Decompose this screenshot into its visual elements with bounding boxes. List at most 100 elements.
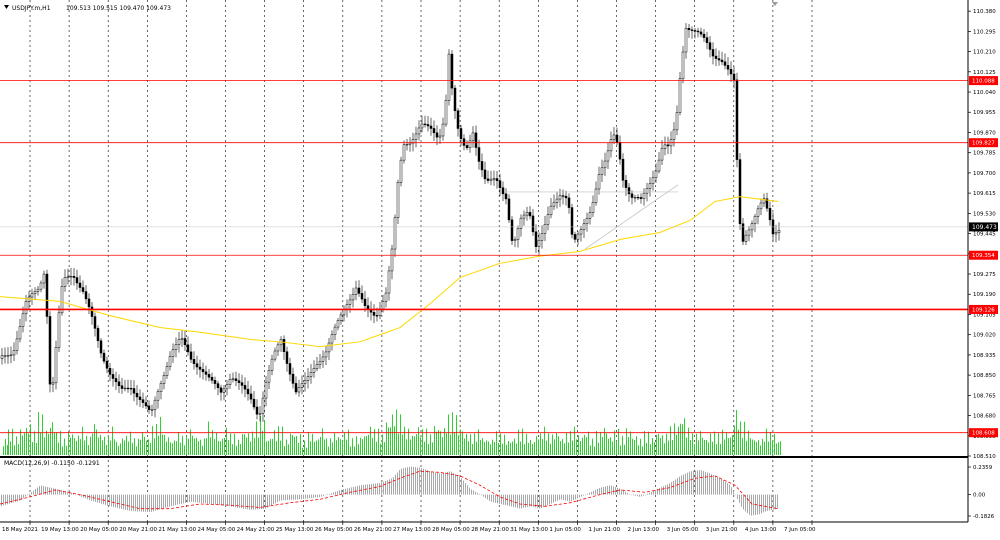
candle-body [291, 373, 295, 384]
macd-hist-bar [205, 494, 206, 504]
volume-bar [688, 427, 689, 455]
macd-hist-bar [513, 494, 514, 508]
macd-hist-bar [627, 492, 628, 495]
macd-hist-bar [707, 472, 708, 495]
volume-bar [656, 434, 657, 455]
macd-hist-bar [207, 494, 208, 504]
candle-body [306, 376, 310, 381]
volume-bar [510, 442, 511, 455]
macd-hist-bar [621, 489, 622, 495]
macd-hist-bar [769, 494, 770, 511]
candle-body [570, 207, 574, 235]
macd-hist-bar [251, 494, 252, 510]
macd-hist-bar [753, 494, 754, 516]
price-tick-label: 109.445 [973, 232, 996, 238]
volume-bar [118, 445, 119, 455]
price-tick-label: 109.955 [973, 110, 996, 116]
ohlc-label: 109.513 109.515 109.470 109.473 [66, 5, 171, 12]
macd-hist-bar [659, 488, 660, 495]
volume-bar [14, 445, 15, 455]
candle-body [471, 132, 475, 142]
candle-body [180, 338, 184, 340]
macd-hist-bar [355, 486, 356, 495]
macd-hist-bar [623, 490, 624, 495]
macd-hist-bar [189, 494, 190, 502]
chart-menu-triangle-icon[interactable] [4, 5, 9, 9]
macd-hist-bar [211, 494, 212, 505]
macd-hist-bar [533, 494, 534, 508]
macd-hist-bar [473, 490, 474, 495]
volume-bar [610, 437, 611, 455]
macd-hist-bar [29, 493, 30, 495]
macd-hist-bar [125, 494, 126, 510]
volume-bar [148, 439, 149, 455]
volume-bar [224, 437, 225, 455]
macd-hist-bar [671, 482, 672, 495]
macd-hist-bar [235, 494, 236, 508]
macd-hist-bar [5, 494, 6, 505]
volume-bar [280, 440, 281, 455]
volume-bar [744, 421, 745, 455]
macd-hist-bar [501, 494, 502, 505]
volume-bar [358, 444, 359, 455]
volume-bar [248, 433, 249, 455]
candle-body [51, 382, 55, 385]
price-tick-label: 109.530 [973, 211, 996, 217]
macd-hist-bar [391, 478, 392, 495]
macd-hist-bar [201, 494, 202, 503]
volume-bar [426, 428, 427, 455]
macd-hist-bar [337, 490, 338, 495]
macd-hist-bar [241, 494, 242, 509]
volume-bar [374, 429, 375, 455]
price-tick-label: 110.295 [973, 29, 996, 35]
volume-bar [164, 434, 165, 455]
candle-body [543, 224, 547, 234]
volume-bar [132, 442, 133, 455]
volume-bar [220, 441, 221, 455]
macd-hist-bar [285, 494, 286, 501]
volume-bar [436, 431, 437, 455]
volume-bar [186, 436, 187, 455]
volume-bar [16, 436, 17, 455]
macd-hist-bar [699, 470, 700, 495]
macd-hist-bar [563, 494, 564, 501]
candle-body [330, 334, 334, 344]
chart-shift-marker-icon[interactable] [772, 2, 778, 6]
candle-body [339, 314, 343, 321]
macd-hist-bar [347, 488, 348, 495]
macd-hist-bar [747, 494, 748, 514]
candle-body [651, 177, 655, 184]
macd-hist-bar [385, 480, 386, 495]
macd-hist-bar [353, 486, 354, 495]
candle-body [555, 198, 559, 203]
volume-bar [428, 443, 429, 455]
volume-bar [704, 439, 705, 455]
candle-body [348, 299, 352, 305]
volume-bar [594, 446, 595, 455]
volume-bar [614, 430, 615, 455]
macd-hist-bar [115, 494, 116, 508]
time-tick-label: 1 Jun 05:00 [549, 527, 581, 533]
volume-bar [512, 441, 513, 455]
macd-hist-bar [637, 494, 638, 497]
candle-body [54, 347, 58, 384]
candle-body [156, 391, 160, 401]
volume-bar [170, 442, 171, 455]
volume-bar [568, 442, 569, 455]
volume-bar [306, 447, 307, 455]
candle-body [12, 350, 16, 356]
price-tick-label: 108.680 [973, 414, 996, 420]
horizontal-levels[interactable] [0, 80, 968, 434]
macd-hist-bar [525, 494, 526, 508]
volume-bar [606, 433, 607, 455]
volume-bar [446, 433, 447, 455]
candle-body [561, 195, 565, 197]
macd-hist-bar [655, 489, 656, 495]
candle-body [129, 387, 133, 390]
macd-hist-bar [579, 494, 580, 498]
volume-bar [378, 428, 379, 455]
volume-bar [706, 440, 707, 455]
candle-body [168, 356, 172, 367]
volume-bar [492, 439, 493, 455]
